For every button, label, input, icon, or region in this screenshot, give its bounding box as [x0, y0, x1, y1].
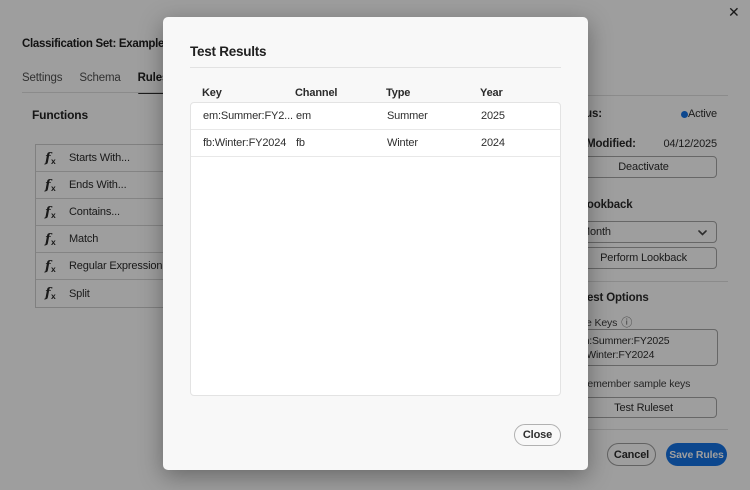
column-header-channel: Channel	[295, 87, 338, 99]
results-table-header: Key Channel Type Year	[202, 87, 561, 99]
sample-keys-input[interactable]: em:Summer:FY2025 fb:Winter:FY2024	[545, 329, 718, 366]
modal-title-divider	[190, 67, 561, 68]
cancel-button[interactable]: Cancel	[607, 443, 656, 466]
cell-year: 2024	[481, 137, 505, 149]
cell-type: Winter	[387, 137, 418, 149]
function-item-label: Ends With...	[69, 179, 127, 191]
cell-key: fb:Winter:FY2024	[203, 137, 287, 149]
cell-key: em:Summer:FY2...	[203, 110, 293, 122]
status-value: Active	[687, 108, 717, 120]
function-item-label: Regular Expression	[69, 260, 163, 272]
fx-function-icon: fx	[45, 204, 56, 220]
results-table: em:Summer:FY2... em Summer 2025 fb:Winte…	[190, 102, 561, 396]
tab-settings[interactable]: Settings	[22, 72, 63, 84]
save-rules-button[interactable]: Save Rules	[666, 443, 727, 466]
function-item-label: Contains...	[69, 206, 120, 218]
tab-schema[interactable]: Schema	[79, 72, 121, 84]
column-header-type: Type	[386, 87, 411, 99]
fx-function-icon: fx	[45, 177, 56, 193]
function-item-label: Split	[69, 287, 90, 300]
lookback-select-value: Month	[581, 226, 611, 238]
modal-close-button[interactable]: Close	[514, 424, 561, 446]
fx-function-icon: fx	[45, 231, 56, 247]
fx-function-icon: fx	[45, 150, 56, 166]
deactivate-button[interactable]: Deactivate	[570, 156, 717, 178]
right-panel-divider-top	[540, 95, 728, 96]
function-item-label: Starts With...	[69, 152, 130, 164]
remember-sample-keys-label[interactable]: Remember sample keys	[580, 378, 691, 390]
test-results-modal: Test Results Key Channel Type Year em:Su…	[163, 17, 588, 470]
cell-type: Summer	[387, 110, 428, 122]
table-row[interactable]: fb:Winter:FY2024 fb Winter 2024	[191, 130, 560, 157]
lookback-select[interactable]: Month	[570, 221, 717, 243]
functions-heading: Functions	[32, 108, 88, 122]
cell-channel: fb	[296, 137, 305, 149]
last-modified-value: 04/12/2025	[663, 138, 717, 150]
modal-title: Test Results	[190, 44, 267, 59]
test-options-heading: Test Options	[581, 292, 649, 304]
column-header-key: Key	[202, 87, 222, 99]
lookback-heading: Lookback	[580, 199, 633, 211]
cell-channel: em	[296, 110, 311, 122]
table-row[interactable]: em:Summer:FY2... em Summer 2025	[191, 103, 560, 130]
page-title: Classification Set: Example Clas	[22, 38, 191, 50]
function-item-label: Match	[69, 233, 99, 245]
close-icon[interactable]: ✕	[728, 4, 740, 20]
info-icon[interactable]: ⓘ	[621, 317, 633, 329]
status-active-dot	[681, 111, 688, 118]
column-header-year: Year	[480, 87, 503, 99]
right-panel-divider-bottom	[540, 429, 728, 430]
fx-function-icon: fx	[45, 258, 56, 274]
perform-lookback-button[interactable]: Perform Lookback	[570, 247, 717, 269]
right-panel-divider-middle	[540, 281, 728, 282]
chevron-down-icon	[698, 230, 707, 236]
cell-year: 2025	[481, 110, 505, 122]
fx-function-icon: fx	[45, 286, 56, 301]
